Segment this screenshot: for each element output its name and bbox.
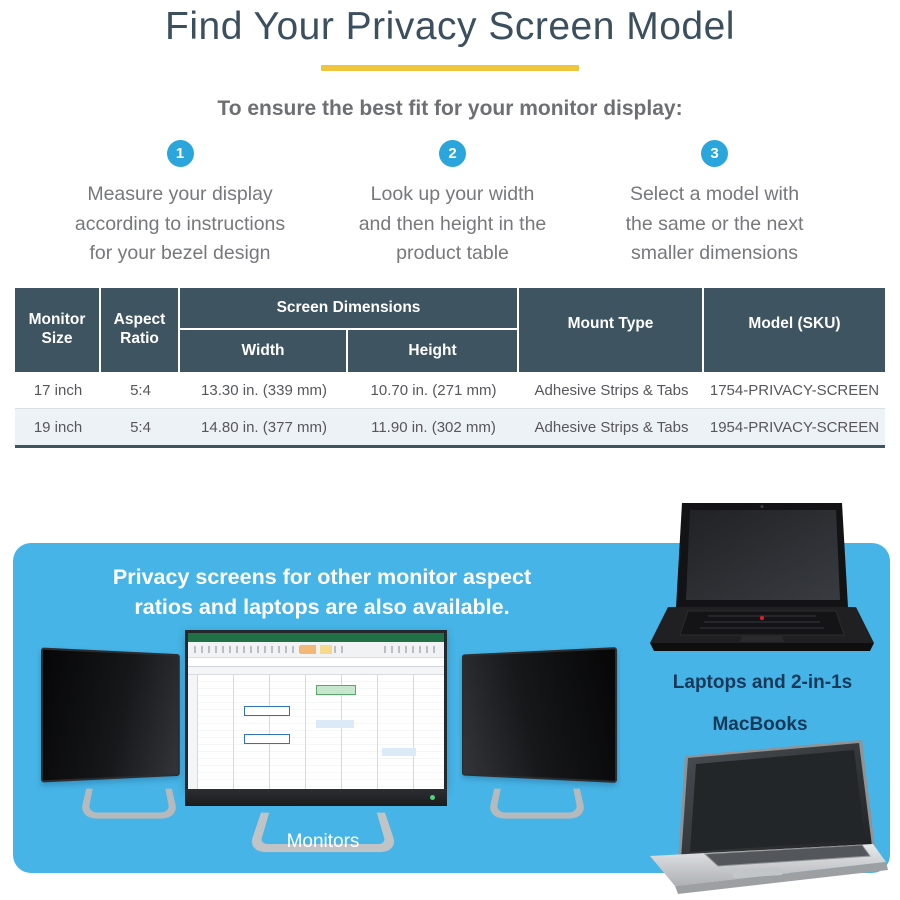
cell-width: 13.30 in. (339 mm) bbox=[201, 381, 327, 399]
spreadsheet-selected-cell bbox=[316, 720, 354, 728]
cell-model-sku: 1754-PRIVACY-SCREEN bbox=[709, 381, 880, 399]
header-height: Height bbox=[348, 330, 519, 372]
spreadsheet-selected-cell bbox=[382, 748, 416, 756]
privacy-monitor-left-image bbox=[41, 647, 180, 783]
table-row: 17 inch 5:4 13.30 in. (339 mm) 10.70 in.… bbox=[15, 372, 885, 408]
cell-monitor-size: 19 inch bbox=[33, 418, 83, 436]
cell-height: 10.70 in. (271 mm) bbox=[370, 381, 497, 399]
spreadsheet-highlight-cell bbox=[316, 685, 356, 695]
step-1-description: Measure your display according to instru… bbox=[74, 183, 286, 264]
cell-aspect-ratio: 5:4 bbox=[130, 418, 151, 436]
spreadsheet-monitor-image bbox=[185, 630, 447, 806]
step-3-number-badge: 3 bbox=[701, 140, 728, 167]
spreadsheet-outlined-cell bbox=[244, 734, 290, 744]
monitor-stand bbox=[487, 788, 587, 819]
intro-text: To ensure the best fit for your monitor … bbox=[217, 97, 683, 120]
spreadsheet-column-headers bbox=[188, 667, 444, 675]
label-laptops: Laptops and 2-in-1s bbox=[672, 672, 853, 693]
spec-table: Monitor Size Aspect Ratio Screen Dimensi… bbox=[15, 288, 885, 448]
spreadsheet-formula-bar bbox=[188, 658, 444, 667]
privacy-monitor-right-image bbox=[461, 647, 618, 783]
spec-table-header: Monitor Size Aspect Ratio Screen Dimensi… bbox=[15, 288, 885, 372]
step-3: 3 Select a model with the same or the ne… bbox=[572, 140, 857, 269]
promo-heading: Privacy screens for other monitor aspect… bbox=[112, 565, 532, 619]
header-width: Width bbox=[180, 330, 348, 372]
cell-mount-type: Adhesive Strips & Tabs bbox=[534, 381, 689, 399]
step-2-number-badge: 2 bbox=[439, 140, 466, 167]
spreadsheet-outlined-cell bbox=[244, 706, 290, 716]
table-row: 19 inch 5:4 14.80 in. (377 mm) 11.90 in.… bbox=[15, 408, 885, 445]
cell-monitor-size: 17 inch bbox=[33, 381, 83, 399]
header-mount-type: Mount Type bbox=[519, 288, 704, 372]
header-model-sku: Model (SKU) bbox=[748, 314, 841, 332]
spreadsheet-titlebar bbox=[188, 633, 444, 642]
header-aspect-ratio: Aspect Ratio bbox=[101, 288, 180, 372]
cell-model-sku: 1954-PRIVACY-SCREEN bbox=[709, 418, 880, 436]
header-screen-dimensions: Screen Dimensions bbox=[180, 288, 519, 330]
macbook-image bbox=[630, 736, 895, 896]
cell-aspect-ratio: 5:4 bbox=[130, 381, 151, 399]
power-led bbox=[430, 795, 435, 800]
table-bottom-rule bbox=[15, 445, 885, 448]
step-3-description: Select a model with the same or the next… bbox=[625, 183, 804, 264]
thinkpad-laptop-image bbox=[648, 503, 876, 665]
label-macbooks: MacBooks bbox=[712, 714, 808, 735]
monitor-bezel bbox=[185, 630, 447, 789]
cell-width: 14.80 in. (377 mm) bbox=[201, 418, 327, 436]
monitor-stand bbox=[79, 788, 179, 819]
page-title: Find Your Privacy Screen Model bbox=[165, 5, 735, 48]
label-monitors: Monitors bbox=[286, 831, 360, 852]
cell-mount-type: Adhesive Strips & Tabs bbox=[534, 418, 689, 436]
step-2: 2 Look up your width and then height in … bbox=[310, 140, 595, 269]
cell-height: 11.90 in. (302 mm) bbox=[371, 418, 496, 436]
step-1: 1 Measure your display according to inst… bbox=[40, 140, 320, 269]
step-2-description: Look up your width and then height in th… bbox=[358, 183, 547, 264]
header-monitor-size: Monitor Size bbox=[15, 288, 101, 372]
step-1-number-badge: 1 bbox=[166, 140, 194, 167]
monitor-bottom-bezel bbox=[185, 789, 447, 806]
title-underline bbox=[321, 65, 579, 71]
